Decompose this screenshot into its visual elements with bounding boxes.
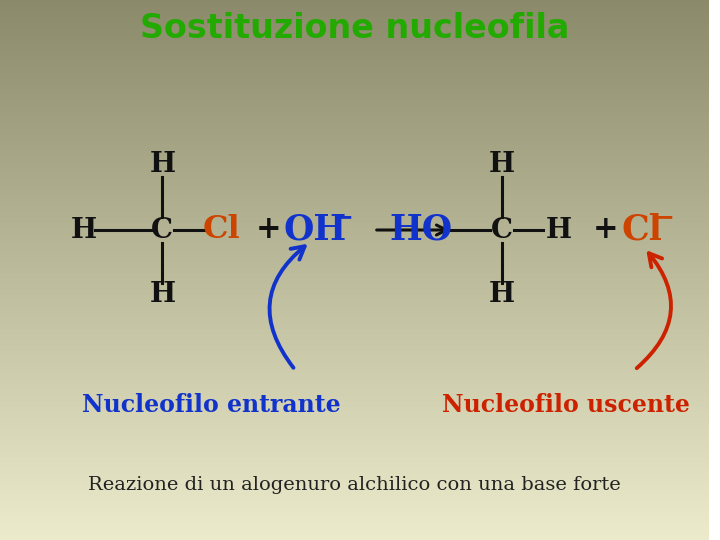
Text: H: H [71,217,96,244]
Text: H: H [546,217,572,244]
Text: HO: HO [390,212,453,246]
FancyArrowPatch shape [636,253,671,368]
Text: +: + [593,214,618,246]
Text: OH: OH [283,212,346,246]
Text: Cl: Cl [202,214,240,246]
Text: H: H [149,152,176,179]
Text: H: H [149,281,176,308]
Text: H: H [489,281,515,308]
Text: Nucleofilo uscente: Nucleofilo uscente [442,393,690,417]
Text: Nucleofilo entrante: Nucleofilo entrante [82,393,341,417]
FancyArrowPatch shape [269,246,305,368]
Text: H: H [489,152,515,179]
Text: +: + [256,214,282,246]
Text: C: C [151,217,174,244]
Text: Reazione di un alogenuro alchilico con una base forte: Reazione di un alogenuro alchilico con u… [88,476,621,494]
Text: −: − [332,205,353,229]
Text: Cl: Cl [621,212,662,246]
Text: C: C [491,217,513,244]
Text: −: − [654,205,675,229]
Text: Sostituzione nucleofila: Sostituzione nucleofila [140,11,569,44]
